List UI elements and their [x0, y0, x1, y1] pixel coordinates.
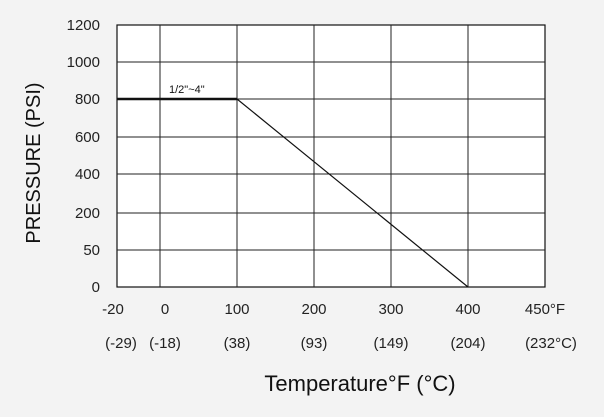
y-tick-label: 1200 [67, 17, 100, 34]
x-tick-labels-celsius: (-29) (-18) (38) (93) (149) (204) (232°C) [105, 335, 577, 352]
x-tick-label-c: (149) [373, 335, 408, 352]
x-tick-label-c: (-18) [149, 335, 181, 352]
y-tick-label: 200 [75, 205, 100, 222]
y-tick-label: 50 [83, 242, 100, 259]
x-tick-label-f: 0 [161, 301, 169, 318]
y-tick-label: 400 [75, 166, 100, 183]
y-axis-label: PRESSURE (PSI) [23, 82, 45, 243]
x-tick-label-f: 400 [455, 301, 480, 318]
x-tick-label-f: 450°F [525, 301, 565, 318]
series-label: 1/2"~4" [169, 84, 205, 96]
x-tick-label-c: (93) [301, 335, 328, 352]
y-tick-label: 0 [92, 279, 100, 296]
y-tick-label: 1000 [67, 54, 100, 71]
x-tick-labels-fahrenheit: -20 0 100 200 300 400 450°F [102, 301, 565, 318]
series-group: 1/2"~4" [117, 84, 469, 288]
x-tick-label-f: 100 [224, 301, 249, 318]
x-tick-label-c: (-29) [105, 335, 137, 352]
y-tick-label: 600 [75, 129, 100, 146]
y-tick-labels: 0 50 200 400 600 800 1000 1200 [67, 17, 100, 296]
x-tick-label-c: (232°C) [525, 335, 577, 352]
plot-area [116, 24, 546, 288]
y-tick-label: 800 [75, 91, 100, 108]
x-axis-label: Temperature°F (°C) [264, 371, 455, 396]
x-tick-label-c: (204) [450, 335, 485, 352]
x-tick-label-f: 300 [378, 301, 403, 318]
x-tick-label-f: 200 [301, 301, 326, 318]
x-tick-label-f: -20 [102, 301, 124, 318]
x-tick-label-c: (38) [224, 335, 251, 352]
series-segment [236, 98, 469, 288]
